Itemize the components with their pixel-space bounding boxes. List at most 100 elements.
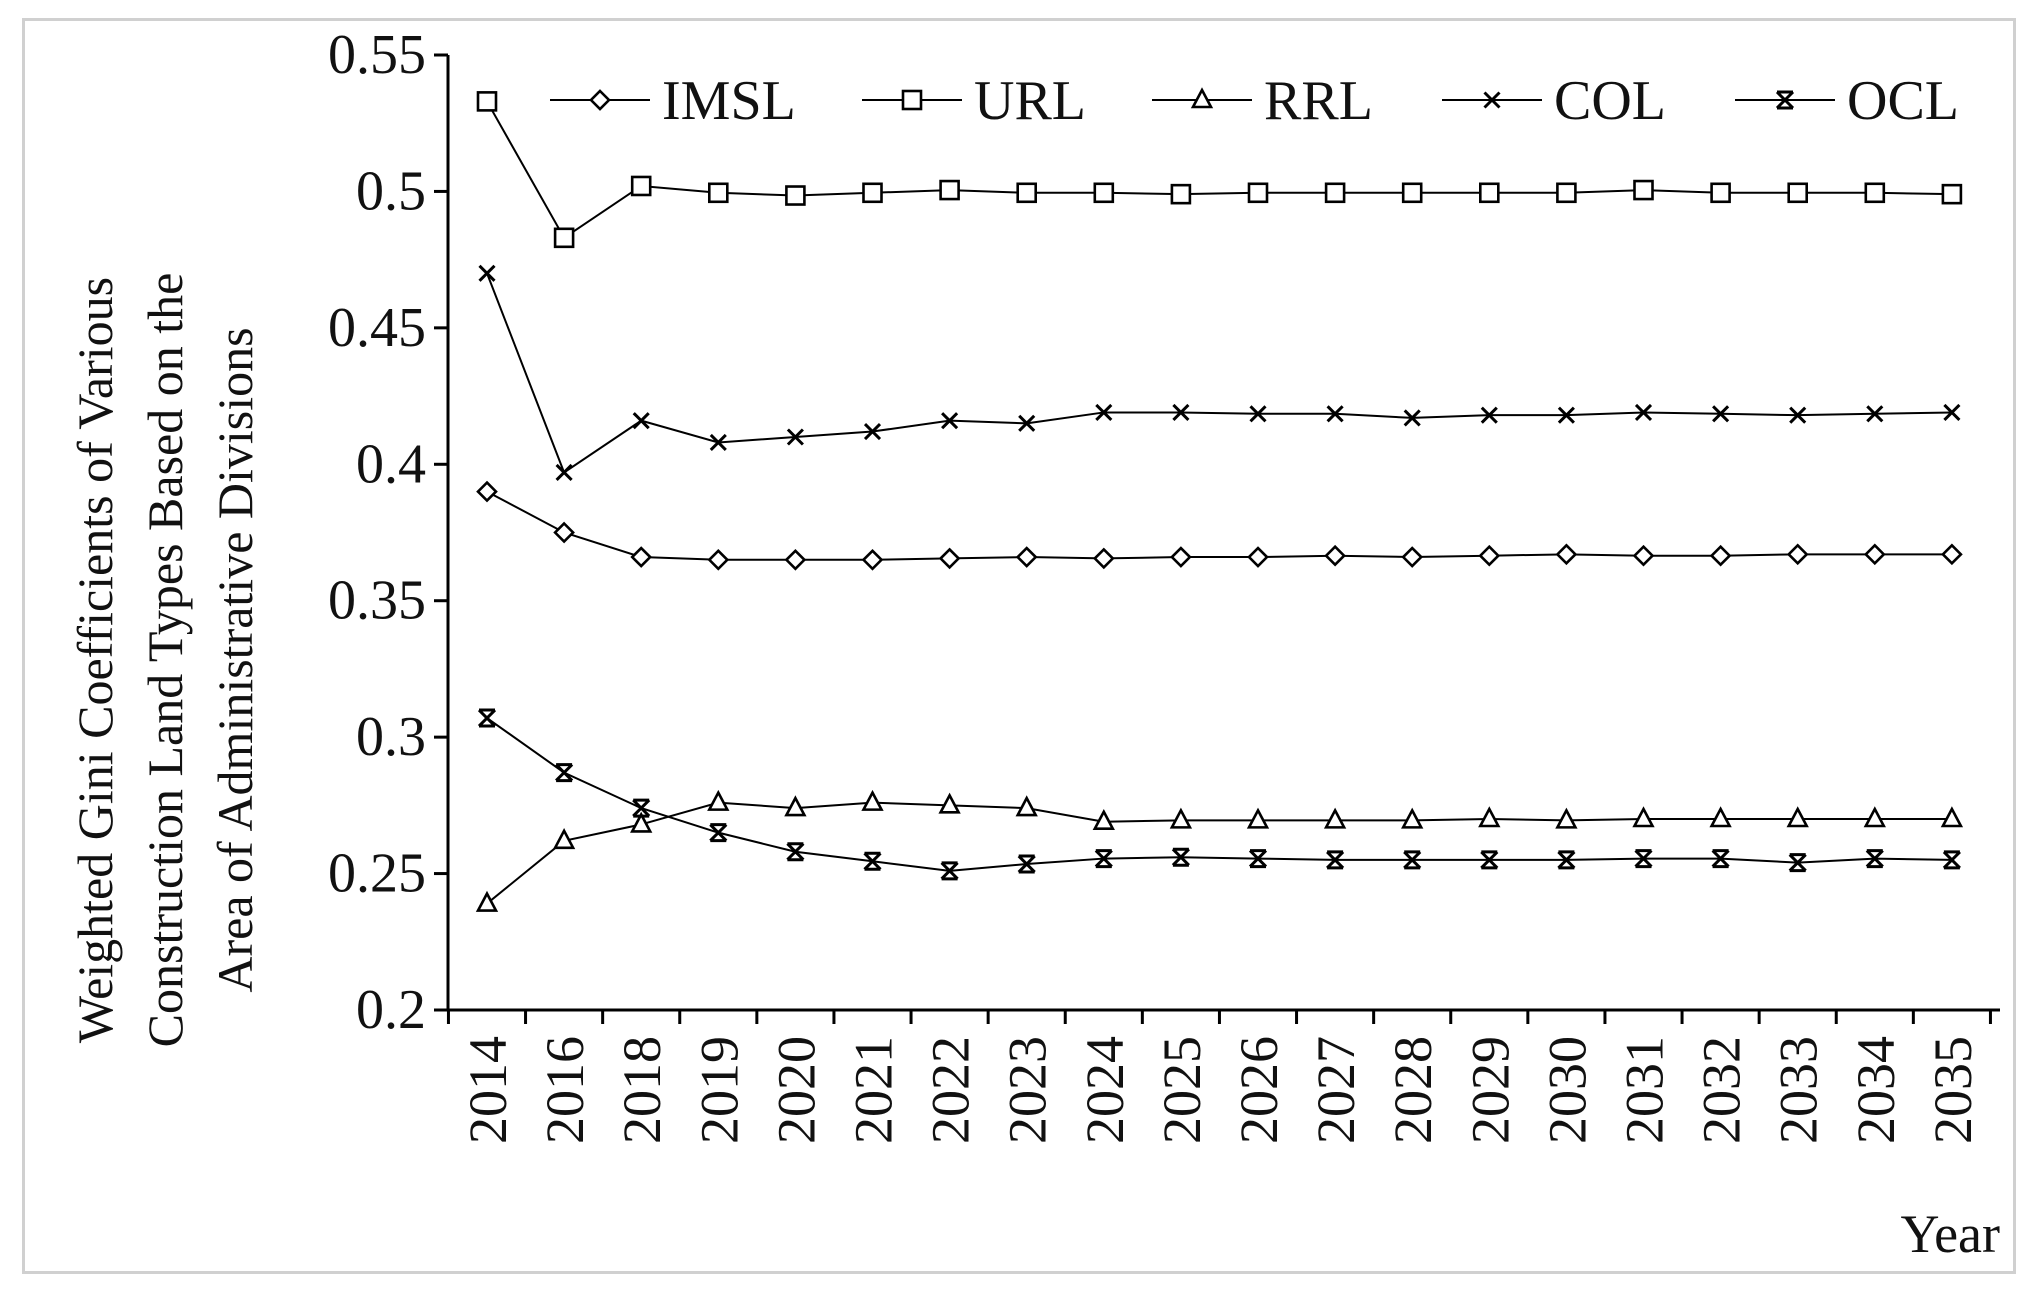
data-point-imsl <box>707 548 730 571</box>
data-point-url <box>1401 182 1423 204</box>
series-line-url <box>486 100 1952 240</box>
legend-label-ocl: OCL <box>1847 70 1959 132</box>
y-tick-label: 0.4 <box>356 433 426 495</box>
data-point-col <box>555 463 573 482</box>
series-group <box>475 91 1964 912</box>
data-point-url <box>1556 182 1577 204</box>
data-point-ocl <box>1634 849 1653 869</box>
data-point-ocl <box>1557 850 1576 870</box>
data-point-rrl <box>784 795 807 817</box>
data-point-imsl <box>1786 543 1809 566</box>
data-point-col <box>1018 414 1036 432</box>
series-line-ocl <box>486 717 1952 872</box>
x-tick-label: 2027 <box>1306 1036 1366 1144</box>
data-point-rrl <box>1632 806 1655 828</box>
x-tick-label: 2026 <box>1229 1036 1289 1144</box>
data-point-ocl <box>555 763 574 783</box>
x-axis-title: Year <box>1900 1204 2000 1264</box>
data-point-col <box>632 412 650 430</box>
y-tick-label: 0.2 <box>356 979 426 1041</box>
series-line-imsl <box>486 490 1952 561</box>
data-point-col <box>1403 409 1421 427</box>
data-point-url <box>1093 182 1115 204</box>
x-tick-label: 2018 <box>612 1036 672 1144</box>
data-point-url <box>476 91 498 112</box>
legend-marker-rrl <box>1190 87 1214 109</box>
series-url <box>476 91 1963 249</box>
x-tick-label: 2029 <box>1460 1036 1520 1144</box>
legend-item-rrl: RRL <box>1152 70 1373 132</box>
data-point-url <box>1864 182 1886 204</box>
x-ticks: 2014 2016 2018 2019 2020 2021 2022 2023 2024 2025… <box>446 1010 1992 1144</box>
data-point-url <box>939 179 960 201</box>
data-point-imsl <box>1941 543 1963 566</box>
y-tick-label: 0.55 <box>328 24 426 86</box>
data-point-url <box>1324 182 1346 204</box>
legend-item-url: URL <box>862 70 1086 132</box>
data-point-col <box>1557 406 1575 424</box>
axes <box>446 55 2000 1012</box>
data-point-rrl <box>1478 806 1501 828</box>
chart-frame <box>22 18 2016 1274</box>
y-tick-label: 0.3 <box>356 706 426 768</box>
data-point-rrl <box>1555 807 1578 829</box>
series-imsl <box>476 480 1963 571</box>
data-point-url <box>1710 182 1731 204</box>
data-point-ocl <box>1865 849 1884 869</box>
x-tick-label: 2028 <box>1383 1036 1443 1144</box>
x-tick-label: 2022 <box>921 1036 981 1144</box>
x-tick-label: 2035 <box>1923 1036 1983 1144</box>
data-point-col <box>1866 405 1884 423</box>
data-point-col <box>1095 403 1113 422</box>
data-point-ocl <box>940 861 959 881</box>
data-point-col <box>478 264 496 282</box>
legend-marker-ocl <box>1775 90 1795 110</box>
data-point-col <box>1480 406 1498 424</box>
x-tick-label: 2032 <box>1692 1036 1752 1144</box>
data-point-imsl <box>1863 543 1886 566</box>
data-point-rrl <box>1786 806 1809 828</box>
data-point-col <box>1943 403 1961 422</box>
legend-label-col: COL <box>1554 70 1666 132</box>
data-point-url <box>1633 179 1654 201</box>
x-tick-label: 2021 <box>844 1036 904 1144</box>
data-point-ocl <box>1403 850 1422 870</box>
x-tick-label: 2031 <box>1615 1036 1675 1144</box>
data-point-imsl <box>861 548 884 571</box>
y-axis-title-line-1: Weighted Gini Coefficients of Various <box>67 277 123 1043</box>
x-tick-label: 2014 <box>458 1036 518 1144</box>
y-ticks: 0.2 0.25 0.3 0.35 0.4 0.45 0.5 0.55 <box>328 24 448 1041</box>
x-tick-label: 2024 <box>1075 1036 1135 1144</box>
y-tick-label: 0.35 <box>328 570 426 632</box>
data-point-col <box>1712 405 1730 423</box>
data-point-url <box>1941 183 1963 205</box>
data-point-imsl <box>784 548 807 571</box>
y-axis-title: Weighted Gini Coefficients of Various Co… <box>67 273 263 1048</box>
data-point-col <box>863 422 882 441</box>
legend-label-imsl: IMSL <box>662 70 796 132</box>
data-point-imsl <box>1092 547 1115 570</box>
data-point-url <box>1016 182 1038 204</box>
data-point-rrl <box>861 789 884 811</box>
data-point-rrl <box>938 792 961 814</box>
data-point-col <box>786 428 804 446</box>
data-point-rrl <box>630 811 653 833</box>
data-point-ocl <box>1094 849 1113 869</box>
data-point-url <box>862 182 883 204</box>
data-point-rrl <box>1863 806 1886 828</box>
data-point-ocl <box>709 823 728 843</box>
data-point-col <box>1249 405 1267 423</box>
data-point-rrl <box>552 828 576 850</box>
data-point-col <box>1326 405 1344 423</box>
data-point-url <box>1479 182 1500 204</box>
x-tick-label: 2034 <box>1846 1036 1906 1144</box>
legend-label-url: URL <box>974 70 1086 132</box>
y-tick-label: 0.25 <box>328 843 426 905</box>
data-point-ocl <box>1711 849 1730 869</box>
data-point-url <box>553 227 575 249</box>
data-point-imsl <box>630 546 653 568</box>
data-point-rrl <box>1940 806 1964 828</box>
data-point-url <box>1170 183 1192 205</box>
data-point-imsl <box>1324 544 1346 567</box>
y-tick-label: 0.5 <box>356 160 426 222</box>
